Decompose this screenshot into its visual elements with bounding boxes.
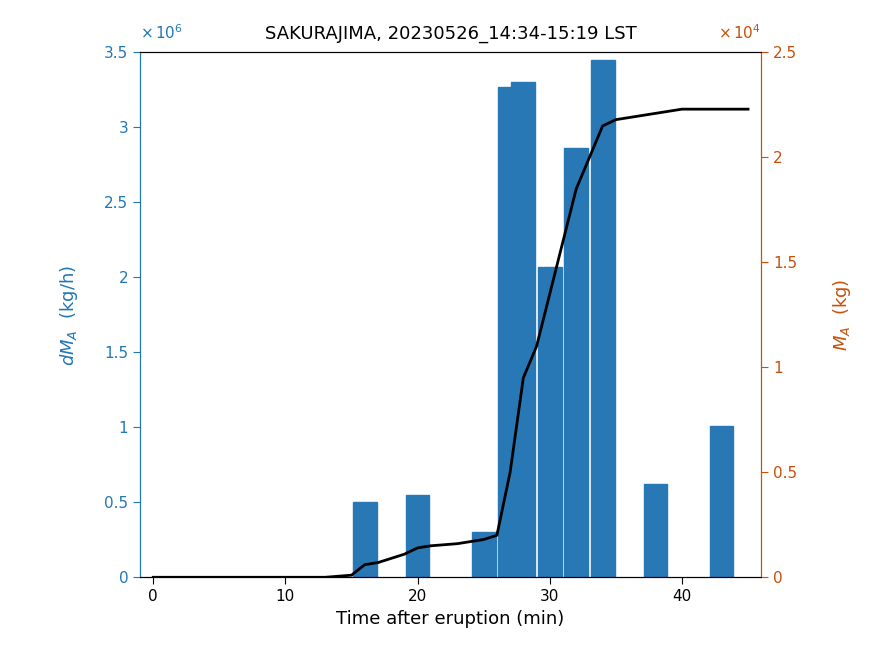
Text: $dM_A$  (kg/h): $dM_A$ (kg/h) — [58, 264, 80, 365]
Bar — [710, 426, 733, 577]
Bar — [472, 532, 495, 577]
Bar — [564, 148, 588, 577]
Bar — [538, 267, 562, 577]
Text: $\times\,10^4$: $\times\,10^4$ — [718, 23, 761, 42]
Bar — [406, 495, 430, 577]
Text: $\times\,10^6$: $\times\,10^6$ — [140, 23, 183, 42]
Bar — [511, 83, 536, 577]
Bar — [498, 87, 522, 577]
Title: SAKURAJIMA, 20230526_14:34-15:19 LST: SAKURAJIMA, 20230526_14:34-15:19 LST — [265, 25, 636, 43]
X-axis label: Time after eruption (min): Time after eruption (min) — [337, 609, 564, 628]
Bar — [591, 60, 614, 577]
Bar — [353, 502, 376, 577]
Bar — [644, 484, 668, 577]
Text: $M_A$  (kg): $M_A$ (kg) — [831, 279, 853, 351]
